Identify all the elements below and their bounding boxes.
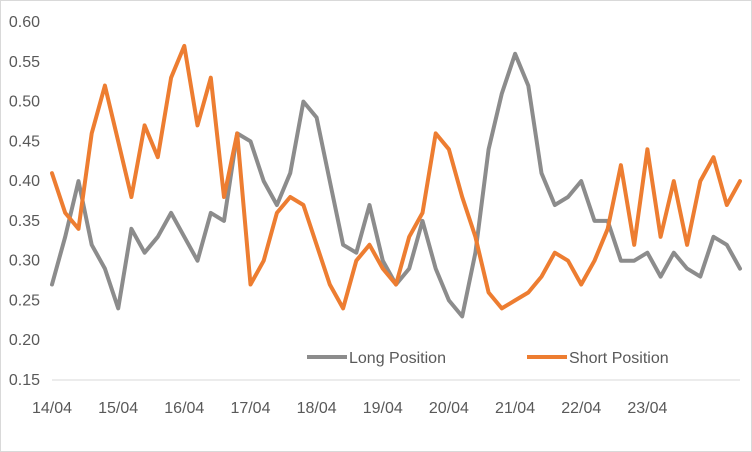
legend-label: Short Position (569, 350, 669, 367)
legend-label: Long Position (349, 350, 446, 367)
x-tick-label: 14/04 (32, 400, 72, 417)
series-line-short-position (50, 43, 742, 311)
x-tick-label: 23/04 (627, 400, 667, 417)
x-tick-label: 19/04 (363, 400, 403, 417)
x-axis-ticks: 14/04 15/04 16/04 17/04 18/04 19/04 20/04 21/04… (32, 400, 668, 417)
y-tick-label: 0.50 (9, 94, 40, 111)
x-tick-label: 21/04 (495, 400, 535, 417)
series-layer (50, 43, 742, 319)
x-tick-label: 16/04 (164, 400, 204, 417)
y-tick-label: 0.15 (9, 372, 40, 389)
y-tick-label: 0.25 (9, 292, 40, 309)
x-tick-label: 17/04 (230, 400, 270, 417)
y-axis-ticks: 0.15 0.20 0.25 0.30 0.35 0.40 0.45 0.50 0.55 0.60 (9, 14, 40, 389)
y-tick-label: 0.45 (9, 133, 40, 150)
x-tick-label: 22/04 (561, 400, 601, 417)
x-tick-label: 15/04 (98, 400, 138, 417)
y-tick-label: 0.20 (9, 332, 40, 349)
y-tick-label: 0.55 (9, 54, 40, 71)
x-tick-label: 18/04 (297, 400, 337, 417)
x-tick-label: 20/04 (429, 400, 469, 417)
y-tick-label: 0.30 (9, 253, 40, 270)
y-tick-label: 0.35 (9, 213, 40, 230)
y-tick-label: 0.40 (9, 173, 40, 190)
legend: Long Position Short Position (307, 350, 669, 367)
y-tick-label: 0.60 (9, 14, 40, 31)
